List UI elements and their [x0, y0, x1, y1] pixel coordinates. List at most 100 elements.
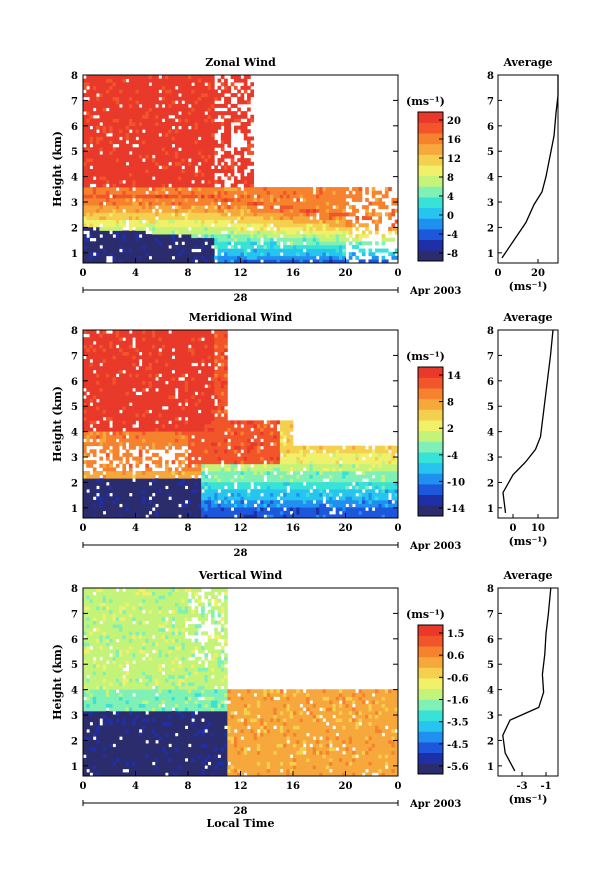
heatmap-cell	[151, 496, 156, 501]
heatmap-cell	[148, 387, 153, 392]
heatmap-cell	[210, 179, 215, 184]
heatmap-cell	[99, 510, 104, 515]
heatmap-cell	[132, 427, 136, 432]
heatmap-cell	[375, 219, 379, 224]
heatmap-cell	[89, 380, 94, 385]
heatmap-cell	[102, 467, 107, 472]
heatmap-cell	[191, 136, 195, 141]
heatmap-cell	[86, 122, 90, 127]
heatmap-cell	[132, 212, 136, 217]
heatmap-cell	[99, 492, 104, 497]
heatmap-cell	[161, 434, 166, 439]
heatmap-cell	[181, 420, 186, 425]
heatmap-cell	[168, 380, 172, 385]
heatmap-cell	[112, 496, 117, 501]
heatmap-cell	[125, 158, 130, 163]
heatmap-cell	[174, 93, 179, 98]
heatmap-cell	[375, 223, 379, 228]
heatmap-cell	[92, 241, 97, 246]
heatmap-cell	[171, 132, 176, 137]
heatmap-cell	[142, 237, 146, 242]
heatmap-cell	[102, 96, 107, 101]
heatmap-cell	[201, 93, 205, 98]
heatmap-cell	[338, 255, 343, 260]
heatmap-cell	[191, 118, 195, 123]
heatmap-cell	[197, 100, 202, 105]
heatmap-cell	[165, 136, 169, 141]
heatmap-cell	[132, 503, 136, 508]
heatmap-cell	[96, 154, 100, 159]
heatmap-cell	[83, 514, 87, 519]
heatmap-cell	[227, 194, 232, 199]
heatmap-cell	[171, 118, 176, 123]
heatmap-cell	[371, 194, 376, 199]
heatmap-cell	[122, 478, 127, 483]
heatmap-cell	[191, 89, 195, 94]
heatmap-cell	[181, 402, 186, 407]
heatmap-cell	[289, 255, 294, 260]
heatmap-cell	[102, 136, 107, 141]
heatmap-cell	[96, 165, 100, 170]
x-tick-label: 12	[234, 268, 248, 279]
heatmap-cell	[155, 219, 159, 224]
heatmap-cell	[263, 244, 268, 249]
heatmap-cell	[204, 358, 209, 363]
heatmap-cell	[168, 197, 172, 202]
heatmap-cell	[207, 161, 212, 166]
heatmap-cell	[105, 427, 110, 432]
heatmap-cell	[102, 111, 107, 116]
heatmap-cell	[204, 248, 209, 253]
heatmap-cell	[207, 460, 212, 465]
heatmap-cell	[240, 226, 245, 231]
heatmap-cell	[161, 150, 166, 155]
heatmap-cell	[332, 234, 337, 239]
heatmap-cell	[230, 208, 235, 213]
heatmap-cell	[191, 485, 195, 490]
heatmap-cell	[112, 416, 117, 421]
heatmap-cell	[132, 147, 136, 152]
heatmap-cell	[204, 194, 209, 199]
heatmap-cell	[188, 452, 192, 457]
heatmap-cell	[174, 194, 179, 199]
heatmap-cell	[125, 197, 130, 202]
heatmap-cell	[227, 150, 232, 155]
heatmap-cell	[168, 234, 172, 239]
heatmap-cell	[92, 75, 97, 80]
heatmap-cell	[86, 140, 90, 145]
heatmap-cell	[309, 219, 314, 224]
heatmap-cell	[86, 183, 90, 188]
heatmap-cell	[191, 395, 195, 400]
heatmap-cell	[233, 237, 238, 242]
heatmap-cell	[89, 496, 94, 501]
heatmap-cell	[119, 416, 123, 421]
heatmap-cell	[332, 241, 337, 246]
heatmap-cell	[119, 442, 123, 447]
heatmap-cell	[181, 226, 186, 231]
heatmap-cell	[109, 208, 113, 213]
heatmap-cell	[312, 248, 317, 253]
heatmap-cell	[210, 183, 215, 188]
heatmap-cell	[92, 172, 97, 177]
heatmap-cell	[89, 481, 94, 486]
heatmap-cell	[86, 147, 90, 152]
heatmap-cell	[83, 330, 87, 335]
heatmap-cell	[122, 205, 127, 210]
heatmap-cell	[158, 351, 163, 356]
heatmap-cell	[128, 259, 133, 264]
heatmap-cell	[115, 93, 120, 98]
heatmap-cell	[99, 507, 104, 512]
heatmap-cell	[243, 147, 248, 152]
heatmap-cell	[132, 391, 136, 396]
heatmap-cell	[178, 369, 182, 374]
heatmap-cell	[89, 205, 94, 210]
heatmap-cell	[165, 187, 169, 192]
heatmap-cell	[220, 103, 225, 108]
heatmap-cell	[102, 89, 107, 94]
y-tick-label: 2	[71, 223, 78, 234]
heatmap-cell	[151, 114, 156, 119]
heatmap-cell	[105, 111, 110, 116]
heatmap-cell	[92, 398, 97, 403]
heatmap-cell	[293, 194, 297, 199]
heatmap-cell	[122, 114, 127, 119]
heatmap-cell	[151, 474, 156, 479]
